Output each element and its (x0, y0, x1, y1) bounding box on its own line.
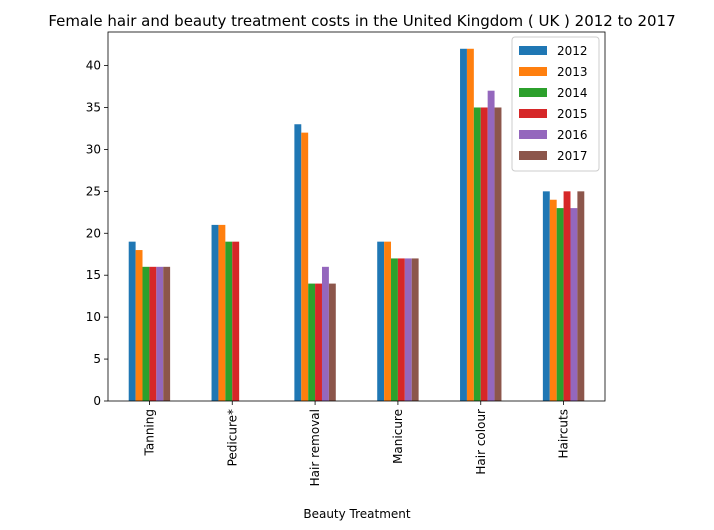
legend: 2012 2013 2014 2015 2016 2017 (511, 36, 600, 172)
bar-2015-pedicure- (232, 241, 240, 401)
legend-label: 2017 (557, 149, 588, 163)
y-tick-label: 35 (86, 100, 101, 114)
bar-2016-manicure (404, 258, 412, 401)
bar-2012-haircuts (542, 191, 550, 401)
x-tick-label: Manicure (391, 409, 405, 464)
y-tick-label: 10 (86, 310, 101, 324)
bar-2012-manicure (377, 241, 385, 401)
bar-2017-manicure (411, 258, 419, 401)
bar-2013-hair-removal (301, 132, 309, 401)
bar-2012-tanning (128, 241, 136, 401)
legend-swatch (519, 46, 547, 55)
legend-swatch (519, 151, 547, 160)
y-tick-label: 25 (86, 184, 101, 198)
plot-area: 0 5 10 15 20 25 30 35 40 Tanning Pedicure* Hair rem… (86, 31, 606, 486)
bar-2017-hair-colour (494, 107, 502, 401)
bar-2014-tanning (142, 266, 150, 401)
chart-title: Female hair and beauty treatment costs i… (48, 12, 675, 30)
bar-2015-tanning (149, 266, 157, 401)
bar-2017-tanning (163, 266, 171, 401)
bar-2016-hair-removal (321, 266, 329, 401)
bar-2015-manicure (397, 258, 405, 401)
x-tick-label: Pedicure* (225, 409, 239, 466)
bar-2017-hair-removal (328, 283, 336, 401)
legend-label: 2012 (557, 44, 588, 58)
bar-2013-tanning (135, 250, 143, 401)
y-tick-label: 40 (86, 59, 101, 73)
legend-swatch (519, 109, 547, 118)
bar-2016-haircuts (570, 208, 578, 401)
y-tick-label: 15 (86, 268, 101, 282)
legend-swatch (519, 67, 547, 76)
legend-label: 2015 (557, 107, 588, 121)
axes-frame (107, 31, 606, 402)
bar-2012-hair-colour (460, 48, 467, 402)
y-tick-label: 0 (93, 394, 101, 408)
x-tick-label: Hair removal (308, 409, 322, 486)
bar-2013-haircuts (549, 199, 557, 401)
bar-2013-hair-colour (466, 48, 474, 402)
legend-label: 2013 (557, 65, 588, 79)
bar-2013-manicure (384, 241, 392, 401)
bar-2015-haircuts (563, 191, 571, 401)
bar-2014-hair-colour (473, 107, 481, 401)
bar-2015-hair-removal (315, 283, 322, 401)
bar-2016-tanning (156, 266, 164, 401)
legend-label: 2016 (557, 128, 588, 142)
legend-swatch (519, 130, 547, 139)
bar-2015-hair-colour (480, 107, 488, 401)
y-tick-label: 30 (86, 142, 101, 156)
bar-2013-pedicure- (218, 224, 226, 401)
bar-2014-pedicure- (225, 241, 233, 401)
bar-2014-hair-removal (308, 283, 316, 401)
y-tick-label: 20 (86, 226, 101, 240)
x-tick-label: Hair colour (474, 409, 488, 475)
bar-2016-hair-colour (487, 90, 495, 401)
x-tick-label: Tanning (142, 409, 156, 456)
legend-label: 2014 (557, 86, 588, 100)
bar-2012-pedicure- (211, 224, 219, 401)
y-tick-label: 5 (93, 352, 101, 366)
bar-2017-haircuts (577, 191, 585, 401)
x-tick-label: Haircuts (557, 409, 571, 459)
legend-swatch (519, 88, 547, 97)
bar-2014-haircuts (556, 208, 564, 401)
bar-2012-hair-removal (294, 124, 302, 401)
x-axis-label: Beauty Treatment (303, 507, 411, 521)
bar-2014-manicure (391, 258, 398, 401)
